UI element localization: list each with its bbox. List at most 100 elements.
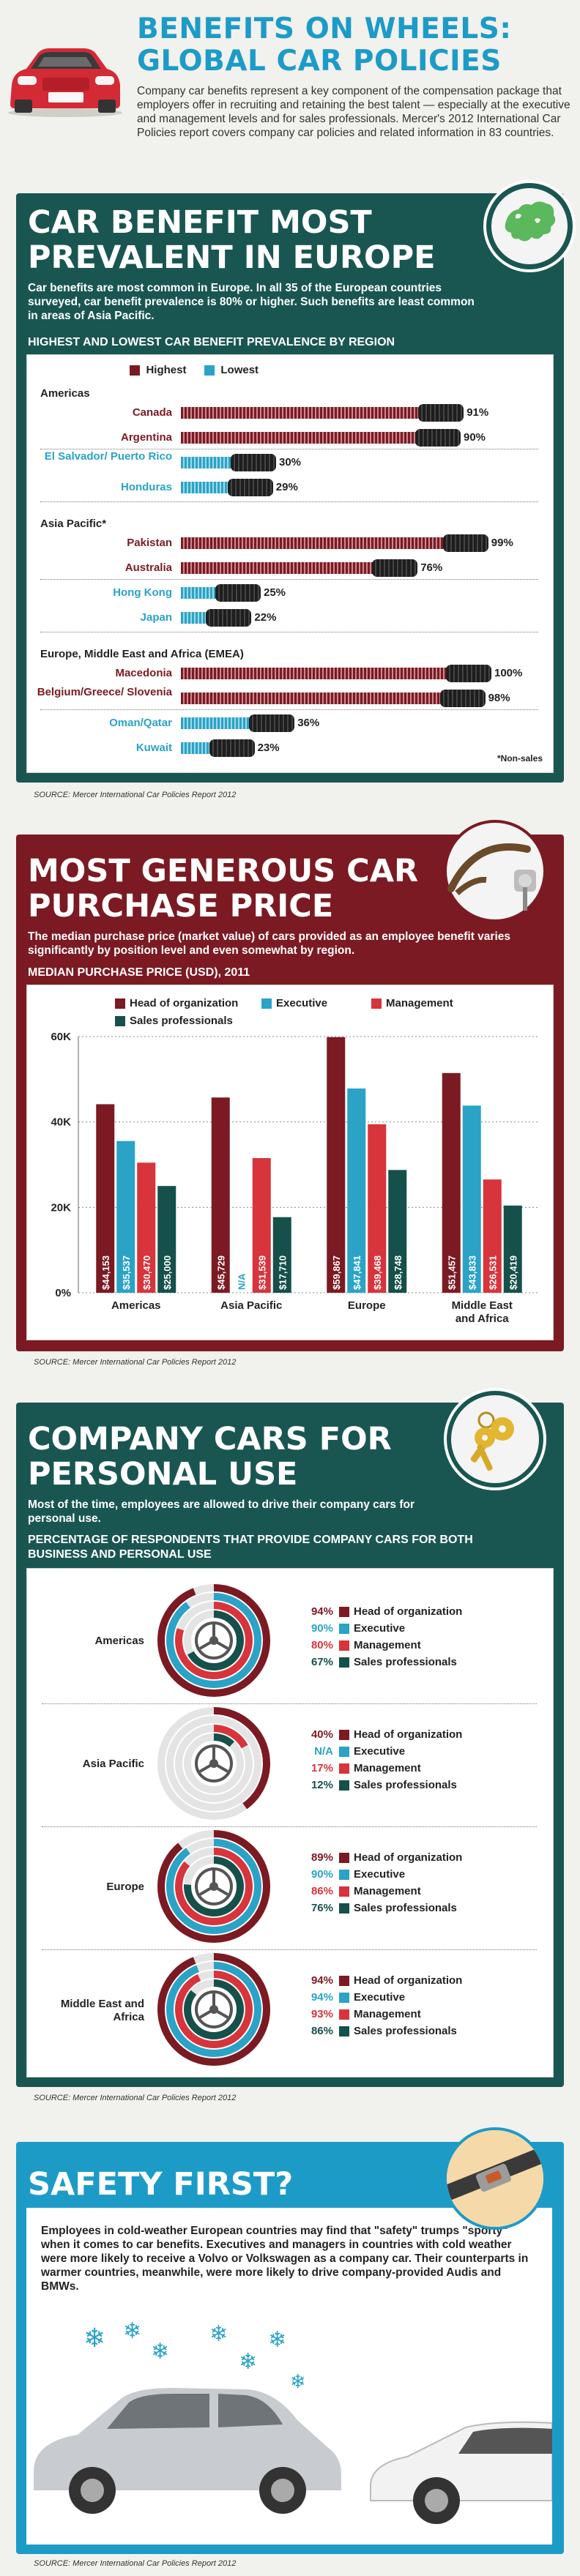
ring-region-label: Americas	[94, 1635, 144, 1647]
steering-wheel-badge	[444, 820, 546, 922]
section4-title: SAFETY FIRST?	[28, 2166, 294, 2203]
price-legend-swatch	[115, 1015, 125, 1026]
section1-subhead: HIGHEST AND LOWEST CAR BENEFIT PREVALENC…	[28, 336, 395, 348]
prevalence-bar	[181, 432, 458, 444]
ring-value-label: 94%	[311, 1974, 333, 1987]
ring-series-label: Executive	[354, 1868, 406, 1881]
ring-legend-swatch	[339, 1763, 349, 1774]
tire-bar-end	[418, 404, 464, 422]
svg-text:❄: ❄	[290, 2371, 306, 2393]
price-ytick-label: 20K	[51, 1201, 71, 1214]
tire-bar-end	[209, 739, 255, 757]
ring-series-label: Executive	[354, 1991, 406, 2004]
prevalence-value-label: 23%	[257, 742, 280, 754]
prevalence-value-label: 100%	[494, 667, 523, 679]
ring-legend-row: 86% Sales professionals	[305, 2025, 457, 2038]
ring-legend-swatch	[339, 1886, 349, 1897]
prevalence-country-label: Australia	[124, 561, 172, 574]
ring-series-label: Management	[354, 1639, 421, 1651]
region-heading: Americas	[40, 387, 90, 400]
ring-legend-swatch	[339, 1869, 349, 1880]
price-bar	[442, 1072, 461, 1293]
prevalence-value-label: 30%	[279, 456, 302, 468]
ring-value-label: 89%	[311, 1851, 333, 1864]
ring-legend-row: 94% Head of organization	[305, 1605, 462, 1619]
red-car-illustration	[8, 48, 122, 117]
ring-legend-row: 76% Sales professionals	[305, 1902, 457, 1915]
ring-chart	[157, 1953, 270, 2066]
prevalence-country-label: Macedonia	[115, 667, 172, 679]
ring-arc	[184, 1979, 244, 2039]
section2-title-line2: PURCHASE PRICE	[28, 888, 334, 925]
price-legend-item: Sales professionals	[115, 1015, 233, 1028]
seatbelt-badge	[444, 2127, 546, 2230]
tire-bar-end	[439, 690, 486, 707]
price-category-label: Americas	[111, 1299, 161, 1312]
steering-wheel-icon	[195, 1621, 233, 1660]
price-category-label: Asia Pacific	[220, 1299, 282, 1312]
ring-legend-row: N/A Executive	[305, 1745, 405, 1758]
ring-series-label: Executive	[354, 1622, 406, 1635]
prevalence-value-label: 76%	[420, 561, 443, 574]
section4-source: SOURCE: Mercer International Car Policie…	[34, 2559, 237, 2568]
price-category-label: Middle East	[452, 1299, 513, 1312]
prevalence-value-label: 90%	[464, 431, 486, 444]
ring-legend-swatch	[339, 1852, 349, 1863]
ring-legend-row: 94% Executive	[305, 1991, 405, 2004]
ring-series-label: Head of organization	[354, 1605, 463, 1618]
ring-arc	[175, 1848, 253, 1925]
ring-arc	[166, 1839, 261, 1934]
region-heading: Asia Pacific*	[40, 518, 107, 530]
price-bar-value-label: $43,833	[466, 1255, 477, 1290]
ring-value-label: 80%	[311, 1639, 333, 1651]
section1-intro: Car benefits are most common in Europe. …	[28, 282, 475, 322]
tire-bar-end	[206, 609, 252, 627]
prevalence-value-label: 22%	[254, 611, 277, 624]
ring-legend-row: 90% Executive	[305, 1622, 405, 1635]
steering-wheel-hub	[209, 1759, 218, 1768]
safety-panel: Employees in cold-weather European count…	[26, 2208, 552, 2545]
prevalence-value-label: 36%	[297, 717, 320, 729]
ring-legend-row: 86% Management	[305, 1885, 421, 1898]
page-title: BENEFITS ON WHEELS: GLOBAL CAR POLICIES	[137, 13, 511, 78]
section3-subhead-line1: PERCENTAGE OF RESPONDENTS THAT PROVIDE C…	[28, 1534, 473, 1546]
prevalence-legend: Highest Lowest	[130, 364, 259, 377]
ring-arc	[166, 1962, 261, 2057]
ring-series-label: Management	[354, 2008, 421, 2020]
section-personal-use: COMPANY CARS FOR PERSONAL USE Most of th…	[16, 1388, 564, 2087]
price-bar-value-label: $44,153	[100, 1255, 111, 1290]
ring-legend-row: 40% Head of organization	[305, 1728, 462, 1741]
ring-arc	[157, 1584, 270, 1697]
ring-arc	[184, 1856, 244, 1916]
section4-body: Employees in cold-weather European count…	[41, 2225, 529, 2293]
price-bar-value-label: $17,710	[277, 1255, 288, 1290]
ring-value-label: 86%	[311, 1885, 333, 1897]
price-bar	[272, 1217, 291, 1293]
group-divider	[40, 501, 538, 502]
section-car-benefit: CAR BENEFIT MOST PREVALENT IN EUROPE Car…	[16, 180, 576, 783]
section1-source: SOURCE: Mercer International Car Policie…	[34, 791, 237, 799]
tire-bar-end	[215, 584, 261, 602]
price-ytick-label: 60K	[51, 1031, 71, 1043]
ring-series-label: Head of organization	[354, 1728, 463, 1741]
ring-divider	[42, 1703, 537, 1704]
ring-divider	[42, 1949, 537, 1950]
page-title-line2: GLOBAL CAR POLICIES	[137, 45, 502, 78]
tire-bar-end	[415, 429, 461, 447]
price-category-label: and Africa	[456, 1313, 509, 1325]
section3-title-line2: PERSONAL USE	[28, 1456, 298, 1493]
price-bar-value-label: $59,867	[331, 1255, 342, 1290]
section3-subhead: PERCENTAGE OF RESPONDENTS THAT PROVIDE C…	[28, 1533, 473, 1562]
ring-legend-row: 17% Management	[305, 1762, 421, 1775]
steering-wheel-hub	[209, 2005, 218, 2014]
section-safety: SAFETY FIRST? Employees in cold-weather …	[16, 2127, 564, 2554]
ring-arc	[184, 1733, 244, 1793]
prevalence-value-label: 29%	[275, 481, 298, 493]
snowflake-icons: ❄ ❄ ❄ ❄ ❄ ❄ ❄	[83, 2318, 306, 2393]
ring-legend-swatch	[339, 1606, 349, 1617]
price-bar	[211, 1097, 230, 1293]
tire-bar-end	[249, 714, 295, 732]
section3-source: SOURCE: Mercer International Car Policie…	[34, 2094, 237, 2102]
price-bar	[388, 1170, 407, 1293]
personal-use-panel: Americas 94% Head of organization 90% Execut…	[26, 1568, 554, 2077]
